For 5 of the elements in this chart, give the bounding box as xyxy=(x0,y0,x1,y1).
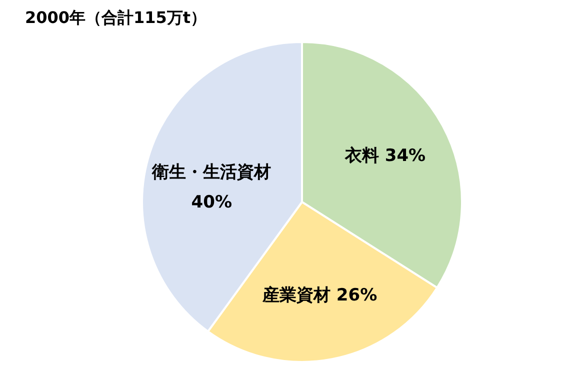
chart-title: 2000年（合計115万t） xyxy=(25,8,207,27)
slice-label: 産業資材 26% xyxy=(261,285,378,306)
slice-label: 衛生・生活資材 xyxy=(151,162,272,183)
slice-label: 衣料 34% xyxy=(344,146,426,166)
data-label: 40% xyxy=(191,192,232,213)
